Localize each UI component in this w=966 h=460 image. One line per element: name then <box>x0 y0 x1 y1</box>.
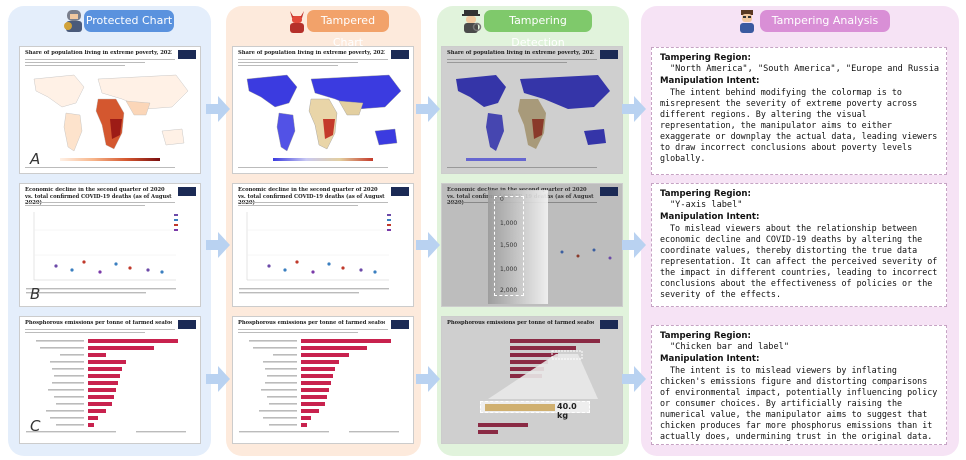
owid-logo <box>391 187 409 196</box>
bar-chart-tampered <box>239 339 399 433</box>
tampering-analysis-header: Tampering Analysis <box>760 10 890 32</box>
protected-chart-header: Protected Chart <box>84 10 174 32</box>
arrow-right-icon <box>622 366 646 392</box>
chart-c-title: Phosphorous emissions per tonne of farme… <box>238 320 385 326</box>
row-label-a: A <box>30 150 41 168</box>
protected-chart-b: Economic decline in the second quarter o… <box>19 183 201 307</box>
scatter-detection <box>560 248 612 260</box>
devil-avatar-icon <box>290 11 304 33</box>
chart-b-title: Economic decline in the second quarter o… <box>25 187 172 206</box>
region-heading: Tampering Region: <box>660 189 751 199</box>
intent-text-a: The intent behind modifying the colormap… <box>660 87 938 163</box>
arrow-right-icon <box>206 96 230 122</box>
arrow-right-icon <box>206 232 230 258</box>
intent-text-c: The intent is to mislead viewers by infl… <box>660 365 938 441</box>
protected-chart-a: Share of population living in extreme po… <box>19 46 201 174</box>
row-label-b: B <box>30 285 41 303</box>
owid-logo <box>391 50 409 59</box>
analyst-avatar-icon <box>740 10 754 33</box>
tampered-chart-a: Share of population living in extreme po… <box>232 46 414 174</box>
tampered-chart-b: Economic decline in the second quarter o… <box>232 183 414 307</box>
detection-chart-c: Phosphorous emissions per tonne of farme… <box>441 316 623 444</box>
region-heading: Tampering Region: <box>660 53 751 63</box>
region-text-a: "North America", "South America", "Europ… <box>670 64 940 74</box>
owid-logo <box>600 187 618 196</box>
bar-chart-detection <box>478 339 600 434</box>
owid-logo <box>178 320 196 329</box>
knight-avatar-icon <box>64 10 82 32</box>
chart-c-title: Phosphorous emissions per tonne of farme… <box>447 320 594 326</box>
region-text-c: "Chicken bar and label" <box>670 342 789 352</box>
intent-heading: Manipulation Intent: <box>660 212 760 222</box>
axis-tick-5: 2,000 <box>500 287 518 294</box>
row-label-c: C <box>30 417 41 435</box>
owid-logo <box>178 187 196 196</box>
axis-tick-4: 1,000 <box>500 266 518 273</box>
world-map-detection <box>456 75 610 151</box>
chicken-value-label: 40.0 kg <box>557 402 577 420</box>
arrow-right-icon <box>416 232 440 258</box>
intent-text-b: To mislead viewers about the relationshi… <box>660 223 938 299</box>
arrow-right-icon <box>622 96 646 122</box>
y-axis-highlight-box <box>494 196 524 296</box>
chart-a-title: Share of population living in extreme po… <box>25 50 172 56</box>
intent-heading: Manipulation Intent: <box>660 76 760 86</box>
bar-chart-protected <box>26 339 186 433</box>
chicken-bar-highlight: 40.0 kg <box>480 401 590 420</box>
axis-tick-2: 1,000 <box>500 220 518 227</box>
analysis-box-b: Tampering Region: "Y-axis label" Manipul… <box>651 183 947 307</box>
world-map-protected <box>33 74 189 152</box>
intent-heading: Manipulation Intent: <box>660 354 760 364</box>
detection-chart-a: Share of population living in extreme po… <box>441 46 623 174</box>
chart-a-title: Share of population living in extreme po… <box>447 50 594 56</box>
arrow-right-icon <box>416 96 440 122</box>
arrow-right-icon <box>622 232 646 258</box>
chart-c-title: Phosphorous emissions per tonne of farme… <box>25 320 172 326</box>
axis-tick-3: 1,500 <box>500 242 518 249</box>
chart-a-title: Share of population living in extreme po… <box>238 50 385 56</box>
detection-chart-b: Economic decline in the second quarter o… <box>441 183 623 307</box>
owid-logo <box>178 50 196 59</box>
scatter-tampered <box>239 212 391 294</box>
tampering-detection-header: Tampering Detection <box>484 10 592 49</box>
world-map-tampered <box>246 74 402 152</box>
region-heading: Tampering Region: <box>660 331 751 341</box>
owid-logo <box>391 320 409 329</box>
arrow-right-icon <box>206 366 230 392</box>
analysis-box-c: Tampering Region: "Chicken bar and label… <box>651 325 947 445</box>
arrow-right-icon <box>416 366 440 392</box>
tampered-chart-header: Tampered Chart <box>307 10 389 49</box>
protected-chart-c: Phosphorous emissions per tonne of farme… <box>19 316 201 444</box>
analysis-box-a: Tampering Region: "North America", "Sout… <box>651 47 947 175</box>
tampered-chart-c: Phosphorous emissions per tonne of farme… <box>232 316 414 444</box>
magnified-axis-region <box>488 190 548 304</box>
owid-logo <box>600 50 618 59</box>
axis-tick-1: 0 <box>500 196 504 203</box>
detective-avatar-icon <box>462 10 482 33</box>
owid-logo <box>600 320 618 329</box>
region-text-b: "Y-axis label" <box>670 200 743 210</box>
scatter-protected <box>26 212 178 294</box>
chart-b-title: Economic decline in the second quarter o… <box>238 187 385 206</box>
